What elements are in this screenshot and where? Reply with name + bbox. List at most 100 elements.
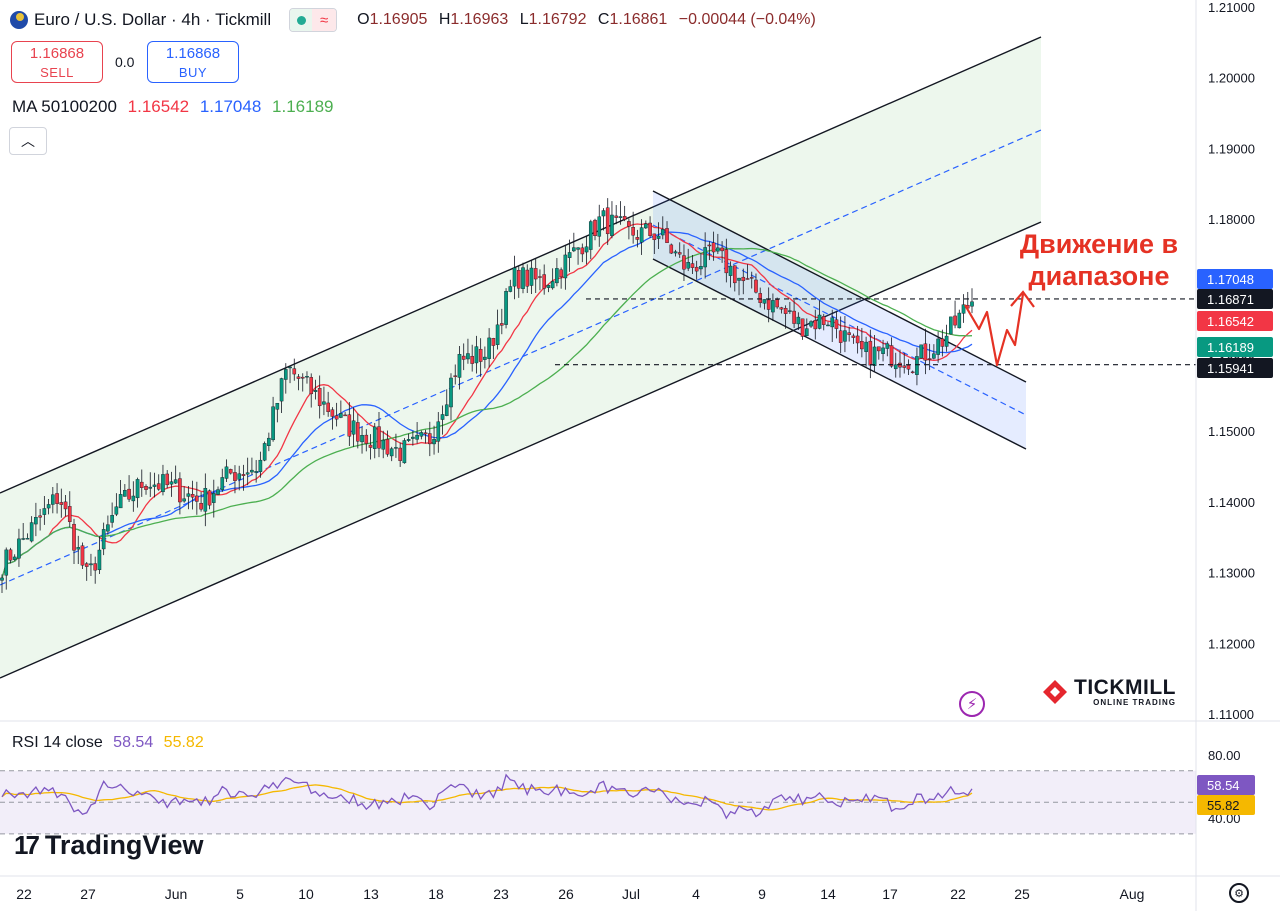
candle-body [500, 323, 504, 326]
symbol-title[interactable]: Euro / U.S. Dollar · 4h · Tickmill [34, 10, 272, 29]
candle-body [737, 277, 741, 281]
candle-body [461, 355, 466, 360]
x-tick-label: 22 [950, 886, 966, 902]
candle-body [915, 356, 919, 375]
candle-body [783, 308, 788, 314]
candle-body [211, 493, 216, 503]
candle-body [309, 377, 314, 395]
candle-body [580, 247, 585, 255]
candle-body [809, 321, 813, 327]
candle-body [563, 254, 568, 279]
candle-body [114, 506, 119, 515]
candle-body [932, 353, 936, 359]
x-tick-label: 26 [558, 886, 574, 902]
candle-body [457, 354, 462, 378]
sell-button[interactable]: 1.16868 SELL [11, 41, 103, 83]
candle-body [792, 310, 796, 324]
candle-body [156, 483, 161, 490]
y-tick-label: 1.21000 [1208, 0, 1255, 15]
candle-body [25, 538, 30, 540]
candle-body [262, 443, 267, 461]
candle-body [165, 473, 169, 486]
candle-body [21, 538, 25, 540]
candle-body [394, 447, 398, 449]
buy-button[interactable]: 1.16868 BUY [147, 41, 239, 83]
candle-body [67, 506, 72, 522]
candle-body [919, 344, 923, 359]
candle-body [881, 347, 885, 354]
price-label: 1.15941 [1207, 361, 1254, 376]
candle-body [195, 495, 199, 502]
candle-body [42, 508, 47, 515]
candle-body [923, 343, 928, 361]
x-tick-label: Aug [1120, 886, 1145, 902]
candle-body [220, 477, 225, 490]
lightning-icon[interactable]: ⚡ [959, 691, 985, 717]
collapse-legend-button[interactable]: ︿ [9, 127, 47, 155]
candle-body [669, 244, 674, 254]
candle-body [368, 444, 373, 448]
broker-logo: TICKMILL ONLINE TRADING [1042, 677, 1176, 707]
candle-body [80, 545, 85, 566]
currency-flag-icon [10, 11, 28, 29]
candle-body [313, 390, 318, 392]
candle-body [584, 246, 589, 253]
candle-body [775, 299, 779, 308]
candle-body [821, 316, 826, 325]
settings-gear-icon[interactable]: ⚙ [1229, 883, 1249, 903]
candle-body [63, 501, 68, 510]
candle-body [864, 341, 868, 352]
descending-channel-bottom [652, 258, 1027, 450]
y-tick-label: 1.13000 [1208, 566, 1255, 581]
regression-channels [0, 36, 1042, 679]
candle-body [588, 221, 593, 250]
candle-body [847, 332, 851, 335]
candle-body [957, 312, 962, 329]
candle-body [207, 490, 212, 506]
rsi-value-label: 58.54 [1207, 778, 1240, 793]
ma50-value: 1.16542 [127, 97, 190, 116]
candle-body [533, 268, 538, 280]
candle-body [84, 563, 89, 567]
candle-body [766, 299, 771, 310]
ma-legend[interactable]: MA 50100200 1.16542 1.17048 1.16189 [12, 97, 334, 116]
candle-body [771, 300, 775, 313]
candle-body [34, 517, 38, 525]
x-tick-label: Jul [622, 886, 640, 902]
descending-channel-fill [653, 191, 1026, 449]
candle-body [639, 227, 644, 243]
candle-body [46, 504, 51, 509]
candle-body [732, 265, 737, 284]
ascending-channel-fill [0, 37, 1041, 678]
candle-body [817, 314, 822, 329]
candle-body [538, 276, 542, 278]
candle-body [788, 310, 792, 312]
candle-body [749, 277, 754, 279]
candle-body [483, 356, 487, 360]
candle-body [699, 266, 703, 270]
x-tick-label: Jun [165, 886, 188, 902]
candle-body [254, 471, 258, 473]
candle-body [728, 265, 733, 276]
x-tick-label: 5 [236, 886, 244, 902]
ma200-value: 1.16189 [272, 97, 334, 116]
tickmill-logo-icon [1042, 679, 1068, 705]
candle-body [838, 330, 843, 343]
price-label-box [1197, 358, 1273, 378]
candle-body [741, 276, 746, 282]
y-tick-label: 1.18000 [1208, 212, 1255, 227]
y-tick-label: 1.15000 [1208, 424, 1255, 439]
candle-body [377, 426, 381, 449]
rsi-value-box [1197, 795, 1255, 815]
rsi-legend[interactable]: RSI 14 close 58.54 55.82 [12, 734, 204, 751]
market-status[interactable]: ≈ [289, 8, 338, 32]
candle-body [949, 316, 953, 335]
candle-body [322, 401, 326, 405]
candle-body [953, 315, 957, 326]
x-tick-label: 4 [692, 886, 700, 902]
candle-body [59, 502, 64, 505]
rsi-tick-label: 80.00 [1208, 748, 1241, 763]
candle-body [123, 490, 127, 497]
